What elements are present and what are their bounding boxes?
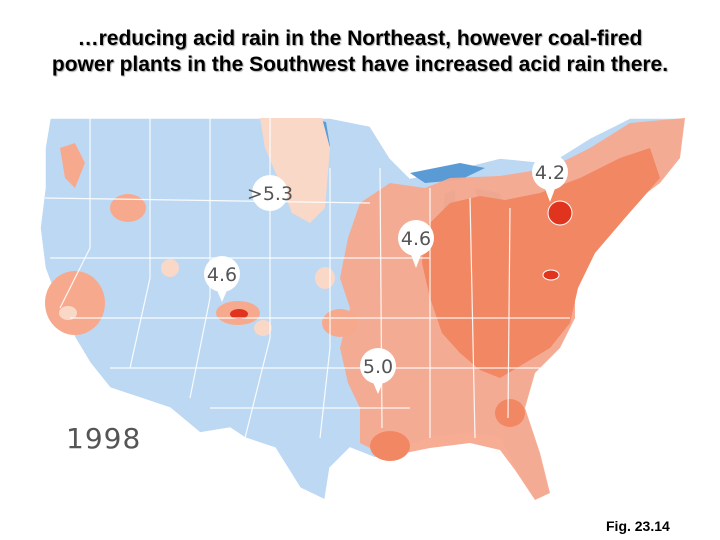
ph-label-rockies: 4.6 [207, 264, 237, 286]
title-line-1: …reducing acid rain in the Northeast, ho… [0, 26, 720, 52]
figure-caption: Fig. 23.14 [606, 518, 670, 534]
map-year-label: 1998 [66, 422, 141, 455]
ph-label-midwest: 4.6 [401, 228, 431, 250]
slide-title: …reducing acid rain in the Northeast, ho… [0, 26, 720, 78]
pale-pocket-nebraska [315, 267, 335, 289]
acid-pocket-kansas [322, 309, 358, 337]
acid-pocket-gulf [370, 431, 410, 461]
title-line-2: power plants in the Southwest have incre… [0, 52, 720, 78]
acid-pocket-florida [495, 399, 525, 427]
acid-spot-strong-ny [548, 201, 572, 225]
acid-spot-strong-pa [543, 270, 559, 280]
acid-rain-ph-map: >5.3 4.2 4.6 4.6 5.0 1998 [30, 108, 695, 508]
ph-label-plains: >5.3 [247, 183, 293, 205]
pale-pocket-wyoming [161, 259, 179, 277]
ph-label-northeast: 4.2 [535, 162, 565, 184]
acid-pocket-california [45, 271, 105, 335]
ph-label-south: 5.0 [363, 356, 393, 378]
pale-pocket-utah [254, 320, 272, 336]
acid-pocket-idaho [110, 194, 146, 222]
